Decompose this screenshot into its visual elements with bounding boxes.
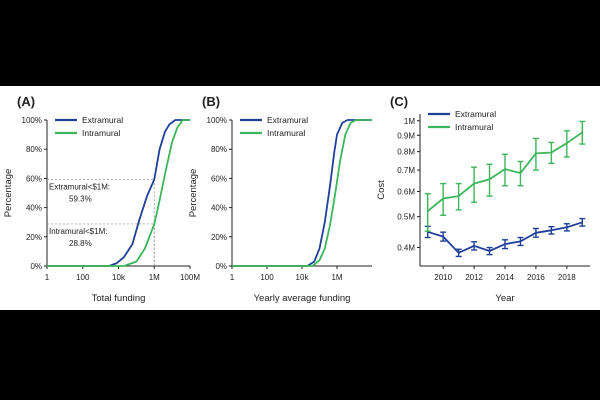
y-axis-label: Percentage — [188, 169, 199, 218]
y-tick-label: 0% — [215, 262, 227, 271]
panel-label: (A) — [17, 94, 35, 109]
y-tick-label: 60% — [211, 174, 227, 183]
x-axis-label: Total funding — [92, 293, 146, 304]
y-tick-label: 0.4M — [397, 244, 415, 253]
x-tick-label: 10k — [112, 273, 126, 282]
x-tick-label: 1 — [45, 273, 50, 282]
y-tick-label: 0.5M — [397, 213, 415, 222]
y-tick-label: 60% — [26, 174, 42, 183]
x-tick-label: 100M — [180, 273, 200, 282]
y-tick-label: 0.9M — [397, 131, 415, 140]
legend-label: Extramural — [267, 115, 308, 125]
x-tick-label: 2016 — [527, 273, 545, 282]
legend-label: Extramural — [455, 109, 496, 119]
panel-label: (B) — [202, 94, 220, 109]
y-tick-label: 0.8M — [397, 148, 415, 157]
chart-canvas: (A) 0% 20% 40% 60% 80% 100% 1 100 10k 1M 100M Total … — [3, 94, 590, 304]
panel-label: (C) — [390, 94, 408, 109]
y-tick-label: 0.6M — [397, 187, 415, 196]
series-line-intramural — [232, 119, 372, 267]
legend-label: Intramural — [455, 122, 493, 132]
annotation-value: 28.8% — [69, 239, 92, 248]
legend-label: Extramural — [82, 115, 123, 125]
y-tick-label: 100% — [207, 116, 227, 125]
x-tick-label: 2010 — [434, 273, 452, 282]
x-tick-label: 2014 — [496, 273, 514, 282]
y-tick-label: 40% — [26, 204, 42, 213]
y-tick-label: 80% — [211, 145, 227, 154]
x-tick-label: 2018 — [558, 273, 576, 282]
y-tick-label: 0% — [30, 262, 42, 271]
y-axis-label: Cost — [376, 180, 387, 200]
annotation-value: 59.3% — [69, 194, 92, 203]
series-line-extramural — [232, 119, 372, 267]
y-tick-label: 40% — [211, 204, 227, 213]
x-tick-label: 10k — [296, 273, 310, 282]
figure: (A) 0% 20% 40% 60% 80% 100% 1 100 10k 1M 100M Total … — [0, 86, 600, 310]
x-tick-label: 1M — [331, 273, 342, 282]
y-tick-label: 80% — [26, 145, 42, 154]
x-axis-label: Year — [495, 293, 514, 304]
y-tick-label: 100% — [22, 116, 42, 125]
y-axis-label: Percentage — [3, 169, 14, 218]
series-line-intramural — [47, 119, 190, 267]
x-tick-label: 100 — [260, 273, 274, 282]
y-tick-label: 0.7M — [397, 166, 415, 175]
y-tick-label: 1M — [404, 117, 415, 126]
legend-label: Intramural — [267, 128, 305, 138]
x-axis-label: Yearly average funding — [254, 293, 351, 304]
legend-label: Intramural — [82, 128, 120, 138]
x-tick-label: 100 — [76, 273, 90, 282]
annotation-text: Intramural<$1M: — [49, 227, 107, 236]
x-tick-label: 1 — [230, 273, 235, 282]
y-tick-label: 20% — [26, 233, 42, 242]
series-line-extramural — [47, 119, 190, 267]
annotation-text: Extramural<$1M: — [49, 182, 110, 191]
x-tick-label: 2012 — [465, 273, 483, 282]
y-tick-label: 20% — [211, 233, 227, 242]
x-tick-label: 1M — [149, 273, 160, 282]
